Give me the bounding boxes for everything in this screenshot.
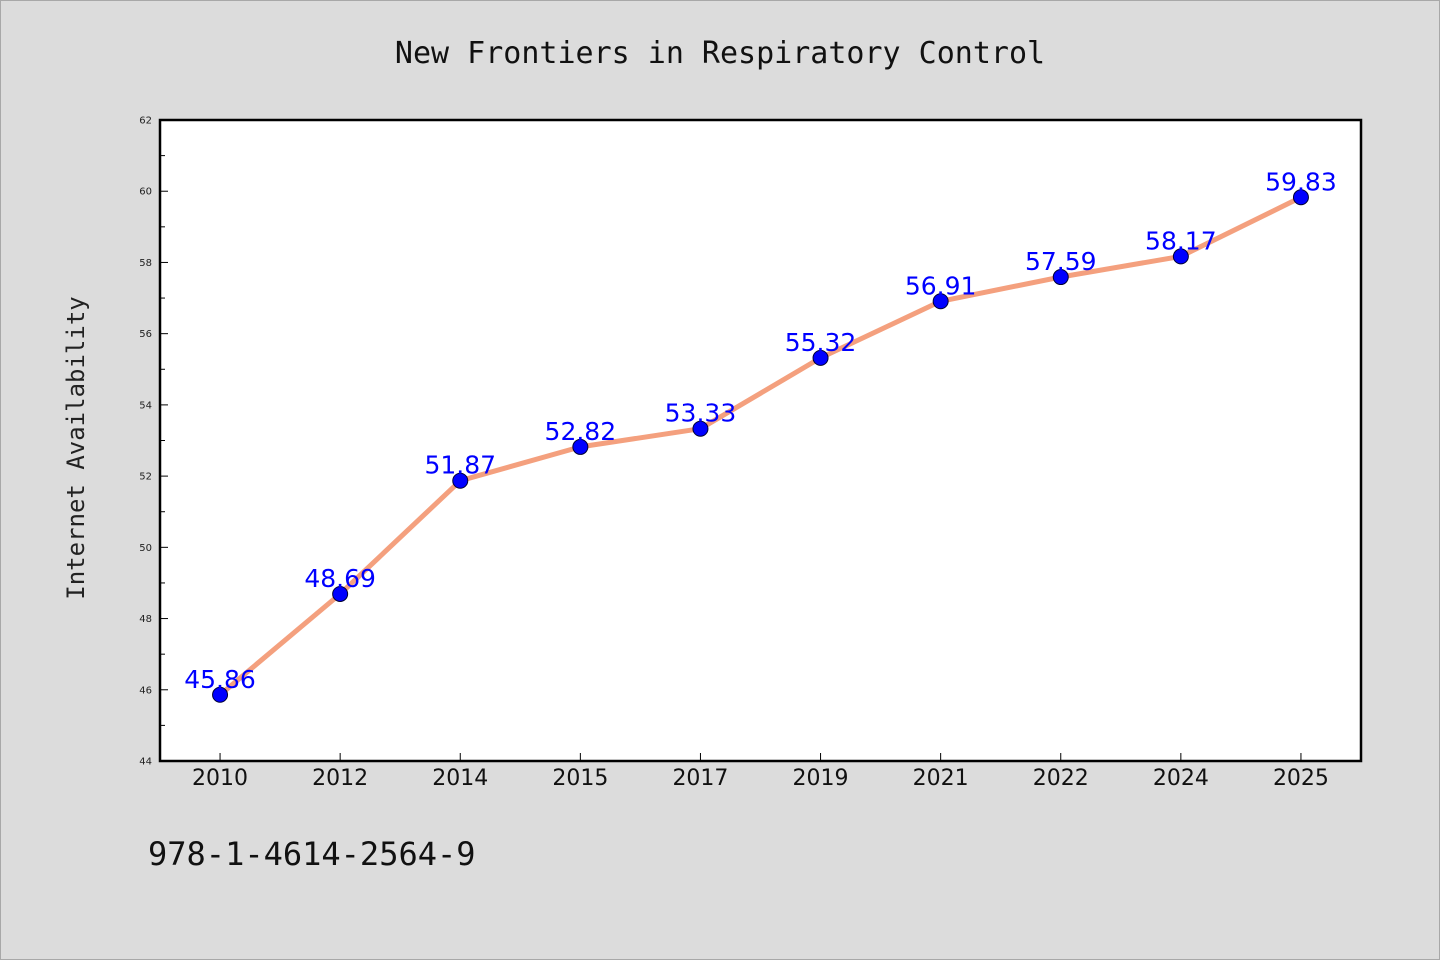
data-point-label: 55.32 <box>785 328 857 357</box>
data-point-label: 45.86 <box>184 665 256 694</box>
data-point-marker <box>212 686 229 703</box>
data-point-label: 59.83 <box>1265 167 1337 196</box>
x-tick-label: 2019 <box>793 766 849 791</box>
series-line-group <box>217 194 1304 698</box>
data-point-label: 51.87 <box>424 451 496 480</box>
series-line <box>217 194 1304 698</box>
data-point-marker <box>572 438 589 455</box>
data-point-label: 57.59 <box>1025 247 1097 276</box>
data-point-marker <box>332 585 349 602</box>
x-axis-ticks: 2010 2012 2014 2015 2017 2019 2021 2022 2024 2025 <box>192 753 1329 791</box>
x-tick-label: 2017 <box>672 766 728 791</box>
data-point-marker <box>932 293 949 310</box>
data-point-marker <box>1052 269 1069 286</box>
y-tick-label: 52 <box>139 472 152 483</box>
data-point-marker <box>452 472 469 489</box>
y-tick-label: 46 <box>139 685 152 696</box>
data-point-label: 53.33 <box>665 399 737 428</box>
data-point-label: 56.91 <box>905 271 977 300</box>
data-point-marker <box>1172 248 1189 265</box>
y-tick-label: 54 <box>139 400 152 411</box>
x-tick-label: 2014 <box>432 766 488 791</box>
x-tick-label: 2025 <box>1273 766 1329 791</box>
data-labels: 45.86 48.69 51.87 52.82 53.33 55.32 56.91 57.59… <box>184 167 1336 693</box>
y-axis-label: Internet Availability <box>62 296 90 599</box>
data-point-marker <box>1292 189 1309 206</box>
x-tick-label: 2012 <box>312 766 368 791</box>
data-point-marker <box>812 349 829 366</box>
plot-area <box>158 118 1363 763</box>
data-point-label: 58.17 <box>1145 226 1217 255</box>
data-point-label: 48.69 <box>304 564 376 593</box>
y-tick-label: 62 <box>139 116 152 127</box>
x-tick-label: 2015 <box>552 766 608 791</box>
x-tick-label: 2024 <box>1153 766 1209 791</box>
chart-title: New Frontiers in Respiratory Control <box>395 36 1045 71</box>
isbn-annotation: 978-1-4614-2564-9 <box>148 835 476 873</box>
y-tick-label: 50 <box>139 543 152 554</box>
y-tick-label: 44 <box>139 757 152 768</box>
data-point-label: 52.82 <box>545 417 617 446</box>
x-tick-label: 2021 <box>913 766 969 791</box>
x-tick-label: 2022 <box>1033 766 1089 791</box>
x-tick-label: 2010 <box>192 766 248 791</box>
data-markers <box>212 189 1309 703</box>
y-tick-label: 56 <box>139 329 152 340</box>
y-axis-ticks: 44 46 48 50 52 54 56 58 60 62 <box>139 116 168 768</box>
y-tick-label: 60 <box>139 187 152 198</box>
y-tick-label: 48 <box>139 614 152 625</box>
data-point-marker <box>692 420 709 437</box>
y-tick-label: 58 <box>139 258 152 269</box>
